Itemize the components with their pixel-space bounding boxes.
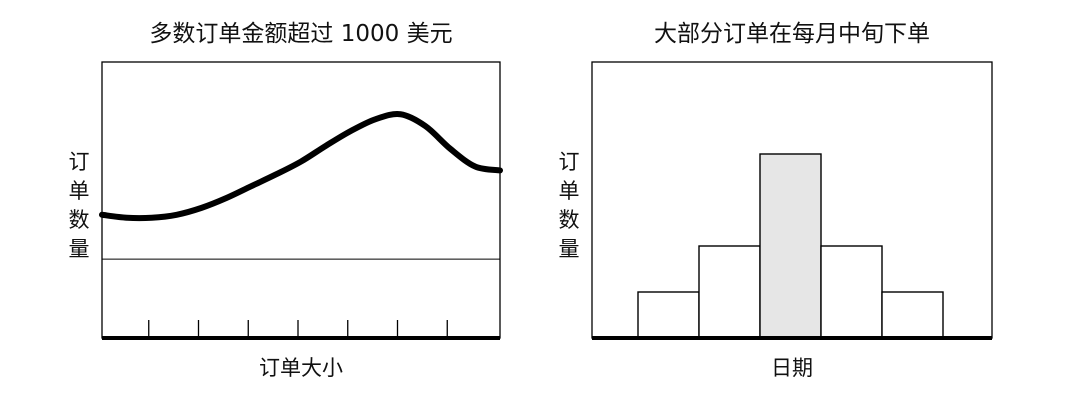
chart1-plot <box>99 61 503 340</box>
chart2-bar <box>698 245 761 339</box>
chart2-bar <box>820 245 883 339</box>
chart2-bar <box>881 291 944 339</box>
chart1-xlabel: 订单大小 <box>259 356 343 380</box>
chart2-title: 大部分订单在每月中旬下单 <box>654 21 930 47</box>
chart2-bar <box>637 291 700 339</box>
chart2-plot <box>591 61 993 340</box>
chart2-bar <box>759 153 822 339</box>
chart2-ylabel: 订单数量 <box>558 150 580 261</box>
chart2-xlabel: 日期 <box>771 356 813 380</box>
chart1-title: 多数订单金额超过 1000 美元 <box>149 21 453 47</box>
chart1-ylabel: 订单数量 <box>68 150 90 261</box>
chart1-series-line <box>99 111 503 222</box>
chart1-frame <box>101 61 501 339</box>
